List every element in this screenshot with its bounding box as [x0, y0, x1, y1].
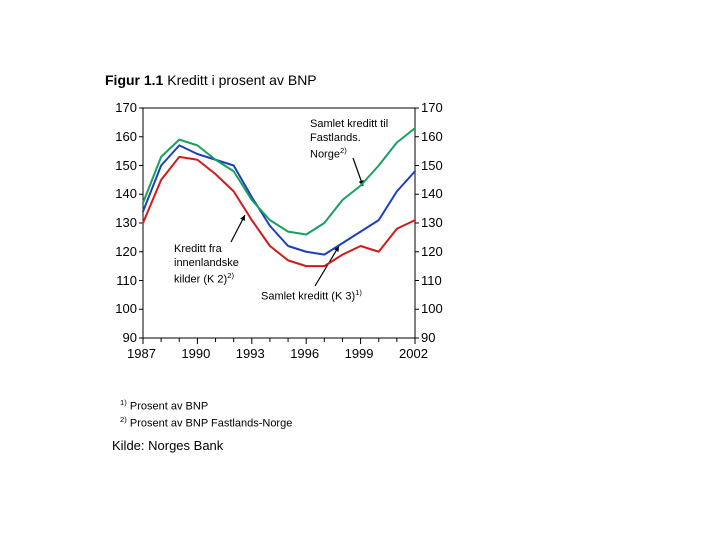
y-tick-label-left: 140 — [107, 186, 137, 201]
y-tick-label-right: 160 — [421, 129, 443, 144]
ann_k3: Samlet kreditt (K 3)1) — [261, 288, 362, 304]
x-tick-label: 1996 — [290, 346, 319, 361]
source-line: Kilde: Norges Bank — [112, 438, 223, 453]
footnotes: 1) Prosent av BNP 2) Prosent av BNP Fast… — [120, 398, 292, 431]
y-tick-label-left: 110 — [107, 273, 137, 288]
y-tick-label-left: 150 — [107, 158, 137, 173]
y-tick-label-right: 150 — [421, 158, 443, 173]
y-tick-label-left: 120 — [107, 244, 137, 259]
ann_k2: Kreditt frainnenlandskekilder (K 2)2) — [174, 243, 239, 287]
ann_fastlands: Samlet kreditt tilFastlands.Norge2) — [310, 118, 388, 162]
x-tick-label: 1987 — [127, 346, 156, 361]
y-tick-label-right: 120 — [421, 244, 443, 259]
y-tick-label-left: 100 — [107, 301, 137, 316]
y-tick-label-right: 110 — [421, 273, 442, 288]
title-prefix: Figur 1.1 — [105, 72, 163, 88]
y-tick-label-left: 130 — [107, 215, 137, 230]
y-tick-label-right: 90 — [421, 330, 435, 345]
x-tick-label: 1990 — [181, 346, 210, 361]
x-tick-label: 2002 — [399, 346, 428, 361]
y-tick-label-left: 90 — [107, 330, 137, 345]
y-tick-label-right: 170 — [421, 100, 443, 115]
x-tick-label: 1993 — [236, 346, 265, 361]
title-rest: Kreditt i prosent av BNP — [163, 72, 316, 88]
y-tick-label-right: 100 — [421, 301, 443, 316]
x-tick-label: 1999 — [345, 346, 374, 361]
y-tick-label-right: 140 — [421, 186, 443, 201]
y-tick-label-left: 160 — [107, 129, 137, 144]
chart-title: Figur 1.1 Kreditt i prosent av BNP — [105, 72, 317, 88]
y-tick-label-right: 130 — [421, 215, 443, 230]
chart-container: 90 100 110 120 130 140 150 160 170 90 100 110 120 13… — [105, 100, 450, 380]
footnote-1: 1) Prosent av BNP — [120, 398, 292, 415]
footnote-2: 2) Prosent av BNP Fastlands-Norge — [120, 415, 292, 432]
y-tick-label-left: 170 — [107, 100, 137, 115]
